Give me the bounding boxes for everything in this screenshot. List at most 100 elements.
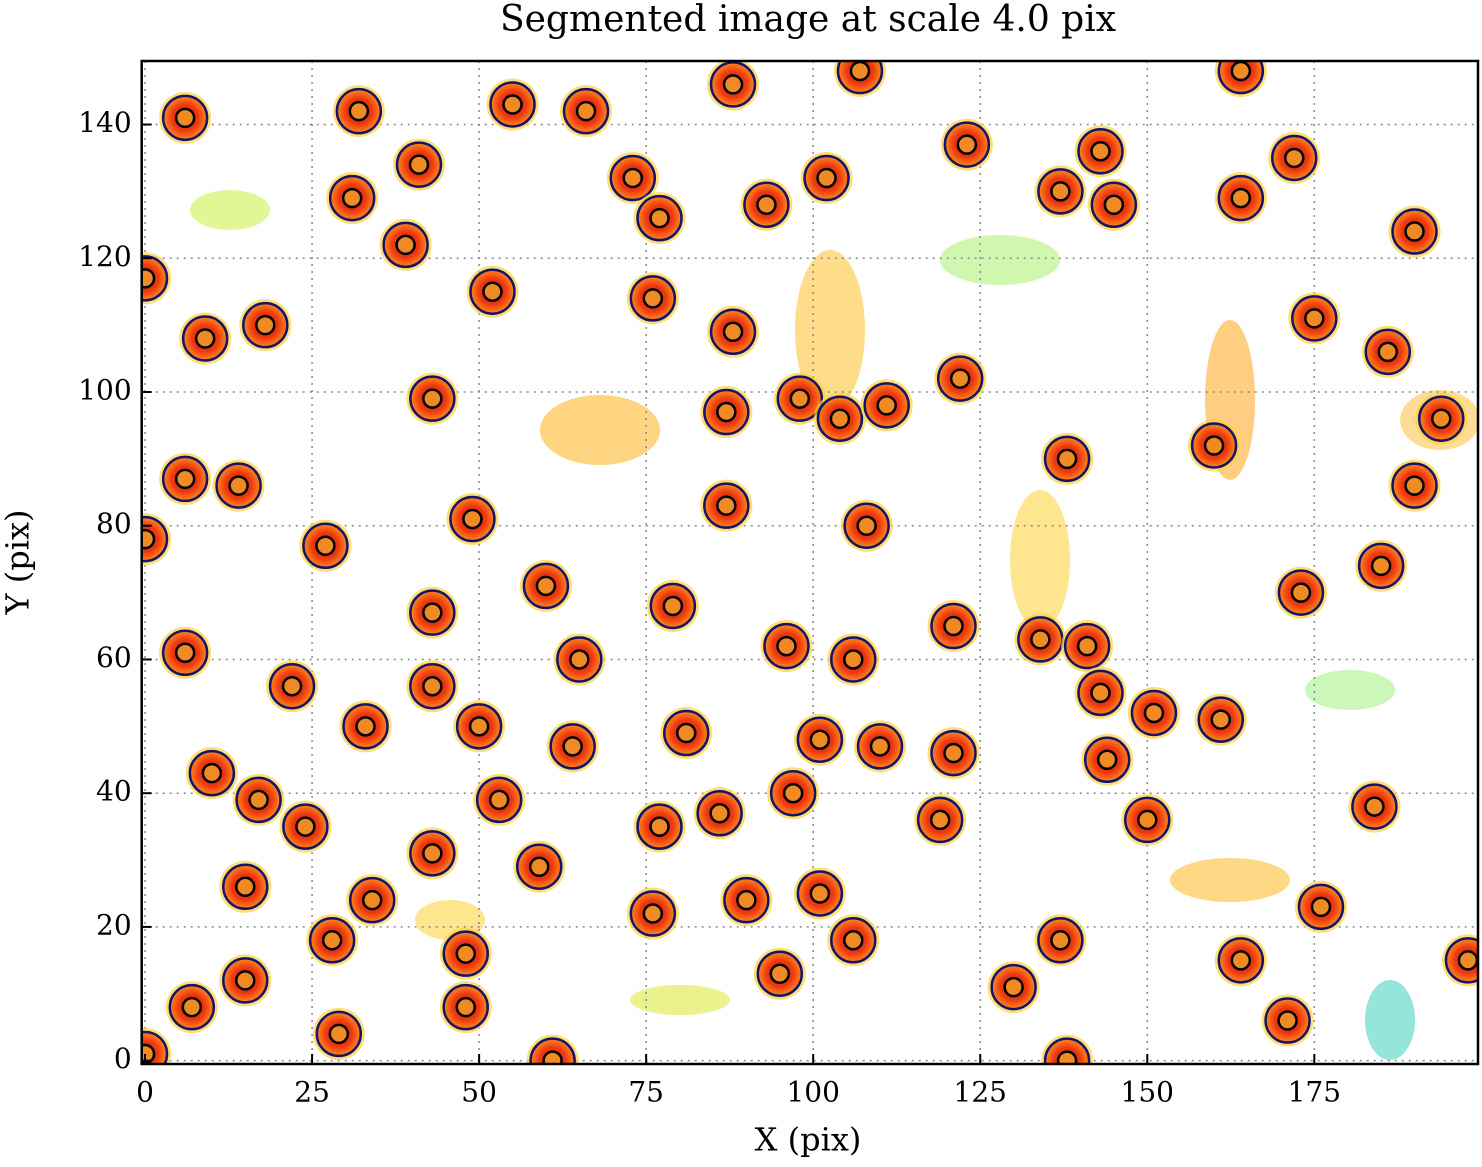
source-marker (1457, 950, 1479, 971)
source-marker (789, 388, 811, 409)
source-marker (542, 1050, 563, 1064)
source-marker (535, 575, 557, 597)
source-marker (622, 167, 644, 189)
source-marker (943, 742, 964, 764)
source-marker (943, 615, 964, 637)
source-marker (1230, 950, 1252, 971)
source-marker (722, 321, 744, 343)
source-marker (642, 288, 664, 309)
source-marker (1090, 682, 1111, 704)
source-marker (1050, 181, 1071, 202)
y-tick-label: 120 (78, 240, 131, 273)
source-marker (201, 762, 223, 784)
source-marker (235, 876, 256, 898)
source-marker (321, 930, 343, 951)
source-marker (1284, 147, 1305, 169)
y-tick-label: 0 (114, 1042, 132, 1075)
source-marker (482, 281, 503, 302)
source-marker (1210, 709, 1232, 730)
y-tick-label: 140 (78, 106, 131, 139)
source-marker (422, 843, 443, 864)
source-marker (1103, 194, 1125, 216)
source-marker (575, 100, 597, 122)
source-marker (174, 107, 196, 129)
y-tick-label: 40 (96, 775, 132, 808)
source-marker (809, 729, 831, 750)
source-marker (1290, 582, 1312, 603)
x-tick-label: 150 (1121, 1076, 1174, 1109)
source-marker (929, 809, 951, 831)
source-marker (1310, 896, 1332, 918)
source-marker (736, 889, 757, 911)
source-marker (488, 789, 510, 811)
source-marker (675, 722, 697, 744)
source-marker (1431, 408, 1452, 429)
source-marker (255, 314, 276, 336)
source-marker (769, 963, 791, 984)
source-marker (776, 635, 797, 657)
x-tick-label: 175 (1288, 1076, 1341, 1109)
source-marker (1203, 435, 1225, 456)
ticks: 0 25 50 75 100 125 150 175 0 20 40 60 80 100 120 140 (78, 106, 1341, 1108)
source-marker (528, 856, 550, 877)
source-marker (174, 642, 196, 664)
source-marker (716, 495, 737, 516)
source-marker (408, 154, 430, 175)
source-marker (649, 816, 670, 837)
source-marker (642, 903, 664, 924)
x-tick-label: 100 (786, 1076, 839, 1109)
source-marker (341, 187, 363, 209)
source-marker (1143, 702, 1165, 724)
source-marker (455, 996, 477, 1018)
source-marker (716, 401, 737, 423)
source-marker (1003, 976, 1024, 998)
source-marker (722, 74, 744, 95)
source-marker (829, 408, 851, 429)
source-marker (295, 816, 316, 837)
source-marker (649, 207, 670, 229)
source-marker (816, 167, 837, 189)
source-marker (281, 675, 303, 697)
source-marker (1364, 796, 1385, 817)
source-marker (174, 468, 196, 490)
source-marker (1230, 187, 1252, 209)
source-marker (843, 649, 864, 670)
chart-title: Segmented image at scale 4.0 pix (500, 0, 1116, 40)
source-marker (849, 61, 871, 82)
source-marker (1404, 221, 1425, 242)
source-marker (869, 736, 891, 757)
source-marker (395, 234, 416, 256)
source-marker (181, 996, 203, 1018)
source-marker (782, 782, 804, 804)
source-marker (355, 716, 376, 737)
source-marker (1377, 341, 1399, 363)
plot-frame (140, 59, 1480, 1066)
source-marker (809, 883, 831, 904)
source-marker (562, 736, 583, 757)
source-marker (248, 789, 269, 811)
y-tick-label: 80 (96, 507, 132, 540)
source-marker (315, 535, 336, 557)
source-marker (949, 368, 971, 389)
source-marker (328, 1023, 350, 1045)
x-tick-label: 75 (628, 1076, 664, 1109)
source-marker (1056, 448, 1078, 470)
source-marker (1076, 635, 1098, 657)
source-marker (1050, 930, 1071, 951)
source-marker (709, 803, 730, 824)
source-marker (1277, 1010, 1298, 1031)
source-marker (502, 94, 523, 115)
y-tick-label: 20 (96, 908, 132, 941)
y-tick-label: 100 (78, 373, 131, 406)
source-marker (756, 194, 777, 216)
x-tick-label: 50 (461, 1076, 497, 1109)
source-marker (1230, 61, 1252, 82)
source-marker (422, 602, 443, 623)
source-marker (1090, 141, 1111, 162)
source-marker (1404, 475, 1425, 496)
source-marker (1096, 749, 1118, 771)
grid (141, 61, 1478, 1064)
source-marker (455, 943, 477, 964)
source-marker (141, 528, 156, 550)
